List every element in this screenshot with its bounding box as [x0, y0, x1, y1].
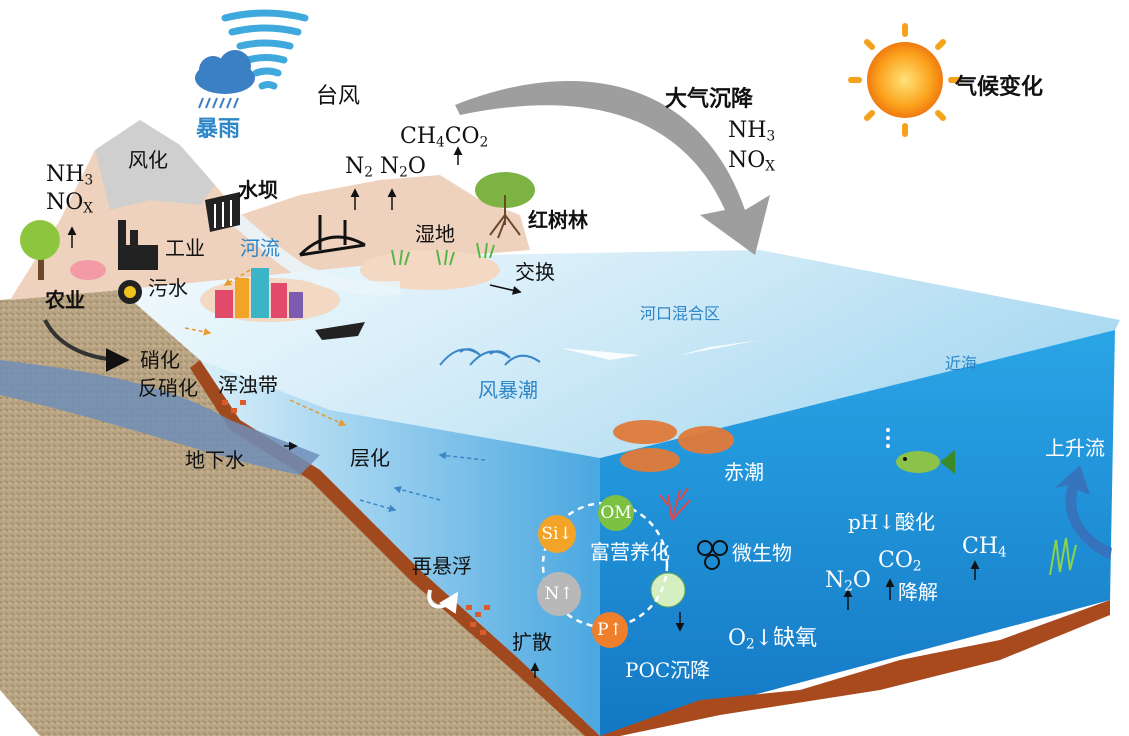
turbidity-particles: [222, 400, 246, 413]
coral-icon: [659, 487, 691, 521]
label-wetland: 湿地: [415, 222, 455, 246]
upwelling-arrow: [1055, 465, 1112, 560]
label-microbes: 微生物: [732, 541, 792, 565]
label-ch4-co2: CH4CO2: [400, 124, 489, 151]
label-deposition: 大气沉降: [665, 86, 754, 112]
label-co2: CO2: [878, 548, 922, 575]
resuspension-arrow: [427, 589, 459, 614]
dam-icon: [205, 192, 240, 232]
label-weathering: 风化: [128, 148, 168, 172]
label-storm-surge: 风暴潮: [478, 378, 538, 402]
label-diffusion: 扩散: [512, 630, 552, 654]
runoff-arrow: [43, 319, 130, 372]
label-estuary: 河口混合区: [640, 304, 721, 323]
label-poc: POC沉降: [625, 658, 711, 682]
factory-icon: [118, 220, 158, 270]
label-denitrification: 反硝化: [138, 376, 198, 400]
label-climate-change: 气候变化: [955, 74, 1044, 100]
bridge-icon: [298, 215, 366, 257]
aquifer-layer: [0, 360, 320, 475]
label-acidification: pH↓酸化: [848, 510, 936, 534]
flow-dashed: [184, 269, 347, 426]
label-ch4: CH4: [962, 534, 1007, 561]
label-upwelling: 上升流: [1045, 436, 1105, 460]
bubbles-icon: [886, 428, 890, 448]
label-sewage: 污水: [148, 276, 188, 300]
label-turbidity: 浑浊带: [218, 373, 278, 397]
node-om: OM: [598, 495, 634, 531]
sun-icon: [848, 23, 962, 137]
label-rainstorm: 暴雨: [196, 116, 241, 142]
label-dep-nox: NOX: [728, 148, 775, 175]
city-icon: [215, 268, 303, 318]
red-tide-icon: [613, 420, 734, 472]
microbe-icon: [697, 540, 728, 570]
label-dam: 水坝: [238, 178, 278, 202]
node-p: P↑: [592, 612, 628, 648]
ship-icon: [315, 322, 365, 340]
label-degradation: 降解: [898, 580, 938, 604]
label-river: 河流: [240, 236, 280, 260]
label-resuspension: 再悬浮: [412, 554, 472, 578]
seagrass-icon: [1049, 537, 1077, 576]
label-industry: 工业: [165, 236, 205, 260]
current-arrow: [680, 340, 760, 355]
mountain-peak: [95, 120, 215, 210]
label-groundwater: 地下水: [185, 448, 245, 472]
label-exchange: 交换: [515, 260, 555, 284]
seafloor-front: [600, 600, 1110, 736]
wetland-grass: [391, 242, 495, 266]
label-agriculture: 农业: [45, 288, 85, 312]
node-si: Si↓: [538, 515, 576, 553]
mangrove-icon: [475, 172, 535, 239]
plankton-icon: [650, 572, 686, 608]
pig-icon: [70, 260, 106, 280]
label-n2-n2o: N2 N2O: [345, 154, 426, 181]
label-land-nh3: NH3: [46, 162, 94, 189]
label-land-nox: NOX: [46, 190, 93, 217]
ocean-front-face: [600, 330, 1115, 736]
label-dep-nh3: NH3: [728, 118, 776, 145]
storm-surge-icon: [439, 348, 541, 366]
flux-arrows: [67, 146, 980, 678]
label-n2o: N2O: [825, 568, 871, 595]
label-stratification: 层化: [350, 446, 390, 470]
flow-dashed-blue: [359, 451, 486, 512]
current-arrow: [560, 348, 640, 360]
label-nearshore: 近海: [945, 354, 978, 373]
deposition-arrow: [455, 81, 770, 255]
label-eutrophication: 富营养化: [590, 540, 670, 564]
sediment-particles: [466, 605, 490, 635]
fish-icon: [896, 450, 955, 474]
label-nitrification: 硝化: [140, 348, 180, 372]
label-red-tide: 赤潮: [724, 460, 764, 484]
river-path: [220, 204, 401, 296]
label-hypoxia: O2↓缺氧: [728, 626, 818, 653]
label-mangrove: 红树林: [528, 208, 588, 232]
typhoon-icon: [221, 9, 309, 90]
label-typhoon: 台风: [316, 84, 361, 109]
node-n: N↑: [537, 572, 581, 616]
tree-icon: [20, 220, 60, 280]
rain-cloud-icon: [195, 50, 255, 109]
